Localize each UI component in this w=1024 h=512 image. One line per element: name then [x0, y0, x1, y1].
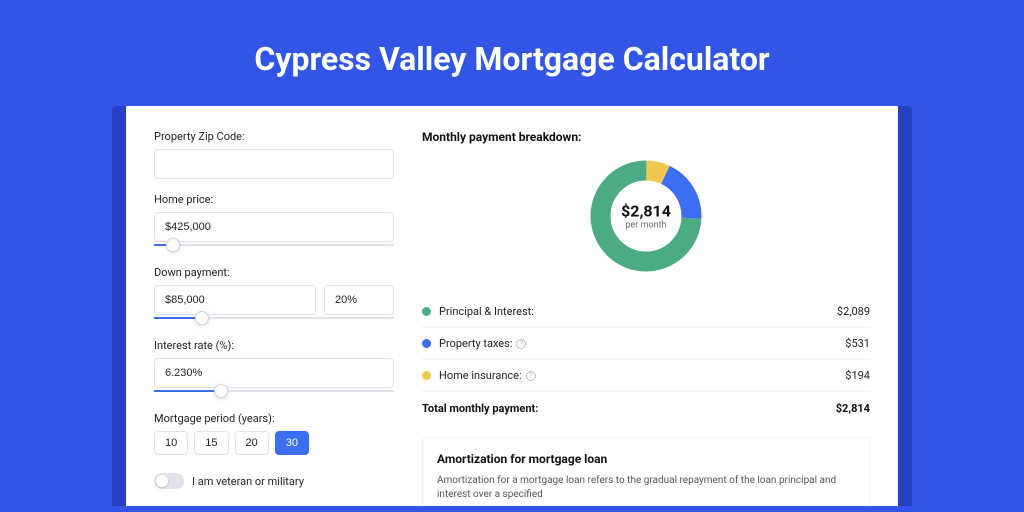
- down-payment-slider[interactable]: [154, 313, 394, 325]
- zip-input[interactable]: [154, 149, 394, 179]
- home-price-label: Home price:: [154, 193, 394, 206]
- period-label: Mortgage period (years):: [154, 412, 394, 425]
- total-row: Total monthly payment: $2,814: [422, 391, 870, 429]
- home-price-input[interactable]: [154, 212, 394, 242]
- breakdown-label: Property taxes: ?: [439, 337, 845, 350]
- period-field-group: Mortgage period (years): 1015 2030: [154, 412, 394, 455]
- total-value: $2,814: [836, 402, 870, 415]
- calculator-card: Property Zip Code: Home price: Down paym…: [126, 106, 898, 506]
- amortization-title: Amortization for mortgage loan: [437, 452, 855, 466]
- breakdown-value: $194: [845, 369, 870, 382]
- breakdown-value: $531: [845, 337, 870, 350]
- info-icon[interactable]: ?: [516, 339, 526, 349]
- breakdown-row: Home insurance: ?$194: [422, 360, 870, 391]
- down-payment-pct-input[interactable]: [324, 285, 394, 315]
- down-payment-input[interactable]: [154, 285, 316, 315]
- legend-dot: [422, 371, 431, 380]
- period-buttons: 1015 2030: [154, 431, 394, 455]
- zip-label: Property Zip Code:: [154, 130, 394, 143]
- home-price-field-group: Home price:: [154, 193, 394, 252]
- veteran-toggle-knob: [156, 475, 168, 487]
- period-button-15[interactable]: 15: [194, 431, 228, 455]
- donut-amount: $2,814: [621, 202, 671, 221]
- donut-chart: $2,814 per month: [586, 156, 706, 276]
- info-icon[interactable]: ?: [526, 371, 536, 381]
- down-payment-slider-thumb[interactable]: [195, 311, 209, 325]
- veteran-label: I am veteran or military: [192, 475, 304, 488]
- calculator-shadow: Property Zip Code: Home price: Down paym…: [112, 106, 912, 506]
- legend-dot: [422, 339, 431, 348]
- breakdown-label: Home insurance: ?: [439, 369, 845, 382]
- legend-dot: [422, 307, 431, 316]
- form-column: Property Zip Code: Home price: Down paym…: [154, 130, 394, 506]
- interest-input[interactable]: [154, 358, 394, 388]
- breakdown-row: Property taxes: ?$531: [422, 328, 870, 360]
- amortization-card: Amortization for mortgage loan Amortizat…: [422, 437, 870, 506]
- page-title: Cypress Valley Mortgage Calculator: [60, 40, 964, 78]
- donut-chart-wrap: $2,814 per month: [422, 156, 870, 276]
- donut-center: $2,814 per month: [621, 202, 671, 231]
- period-button-20[interactable]: 20: [235, 431, 269, 455]
- zip-field-group: Property Zip Code:: [154, 130, 394, 179]
- breakdown-column: Monthly payment breakdown: $2,814 per mo…: [422, 130, 870, 506]
- interest-slider-thumb[interactable]: [214, 384, 228, 398]
- interest-field-group: Interest rate (%):: [154, 339, 394, 398]
- period-button-10[interactable]: 10: [154, 431, 188, 455]
- down-payment-label: Down payment:: [154, 266, 394, 279]
- total-label: Total monthly payment:: [422, 402, 836, 415]
- breakdown-value: $2,089: [837, 305, 870, 318]
- down-payment-field-group: Down payment:: [154, 266, 394, 325]
- veteran-toggle[interactable]: [154, 473, 184, 489]
- breakdown-row: Principal & Interest:$2,089: [422, 296, 870, 328]
- interest-slider[interactable]: [154, 386, 394, 398]
- home-price-slider-thumb[interactable]: [166, 238, 180, 252]
- veteran-toggle-row: I am veteran or military: [154, 473, 394, 489]
- amortization-text: Amortization for a mortgage loan refers …: [437, 474, 855, 502]
- period-button-30[interactable]: 30: [275, 431, 309, 455]
- donut-sublabel: per month: [621, 221, 671, 231]
- breakdown-title: Monthly payment breakdown:: [422, 130, 870, 144]
- breakdown-label: Principal & Interest:: [439, 305, 837, 318]
- interest-label: Interest rate (%):: [154, 339, 394, 352]
- home-price-slider[interactable]: [154, 240, 394, 252]
